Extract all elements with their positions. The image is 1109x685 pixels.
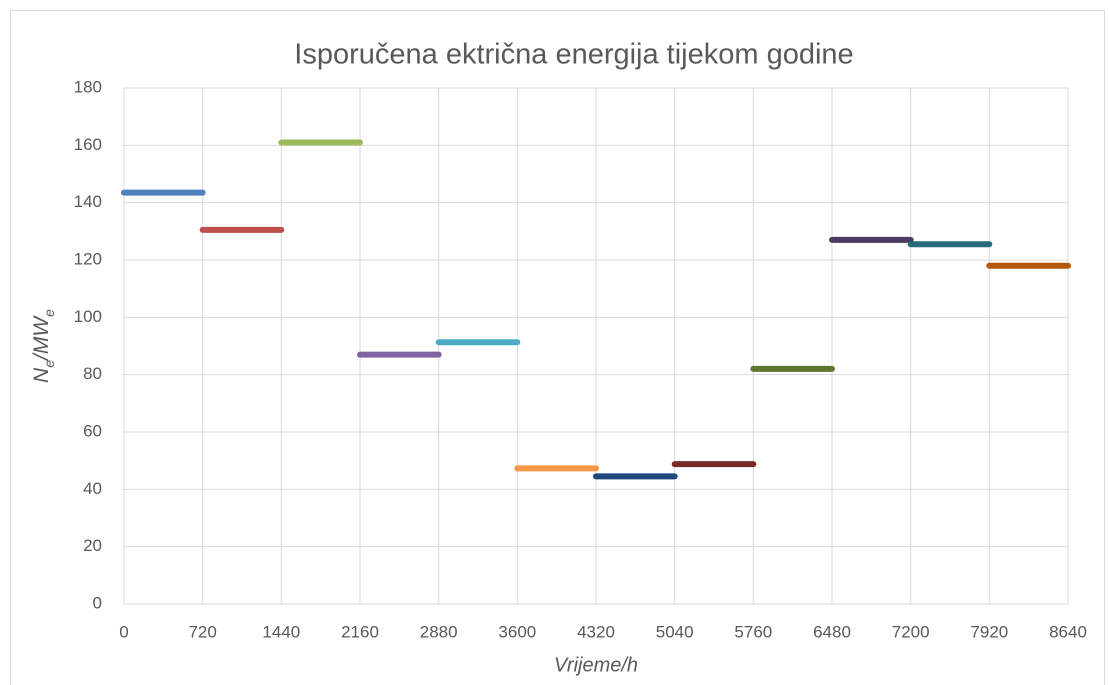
x-tick-label: 720	[188, 622, 216, 641]
x-tick-label: 5040	[656, 622, 694, 641]
x-tick-label: 6480	[813, 622, 851, 641]
x-axis-label: Vrijeme/h	[554, 654, 638, 676]
y-tick-label: 40	[83, 479, 102, 498]
y-axis-label: Ne/MWe	[30, 309, 57, 383]
x-tick-label: 2880	[420, 622, 458, 641]
y-tick-label: 140	[74, 192, 102, 211]
chart-title: Isporučena ektrična energija tijekom god…	[294, 39, 853, 71]
y-tick-label: 60	[83, 421, 102, 440]
x-tick-label: 8640	[1049, 622, 1087, 641]
x-tick-label: 4320	[577, 622, 615, 641]
x-tick-label: 7920	[970, 622, 1008, 641]
y-tick-label: 80	[83, 364, 102, 383]
y-axis-label-subscript: e	[41, 309, 57, 317]
y-tick-label: 180	[74, 77, 102, 96]
y-axis-label-subscript: e	[41, 360, 57, 368]
x-tick-label: 7200	[892, 622, 930, 641]
chart-border	[10, 10, 1105, 685]
x-tick-label: 1440	[262, 622, 300, 641]
y-tick-label: 100	[74, 307, 102, 326]
x-tick-label: 2160	[341, 622, 379, 641]
y-axis-label-part: N	[30, 367, 53, 383]
y-tick-label: 0	[93, 593, 102, 612]
x-tick-label: 5760	[734, 622, 772, 641]
x-tick-label: 3600	[498, 622, 536, 641]
y-tick-label: 20	[83, 536, 102, 555]
y-tick-label: 120	[74, 249, 102, 268]
y-axis-label-part: /MW	[30, 315, 53, 362]
y-tick-label: 160	[74, 135, 102, 154]
x-tick-label: 0	[119, 622, 128, 641]
